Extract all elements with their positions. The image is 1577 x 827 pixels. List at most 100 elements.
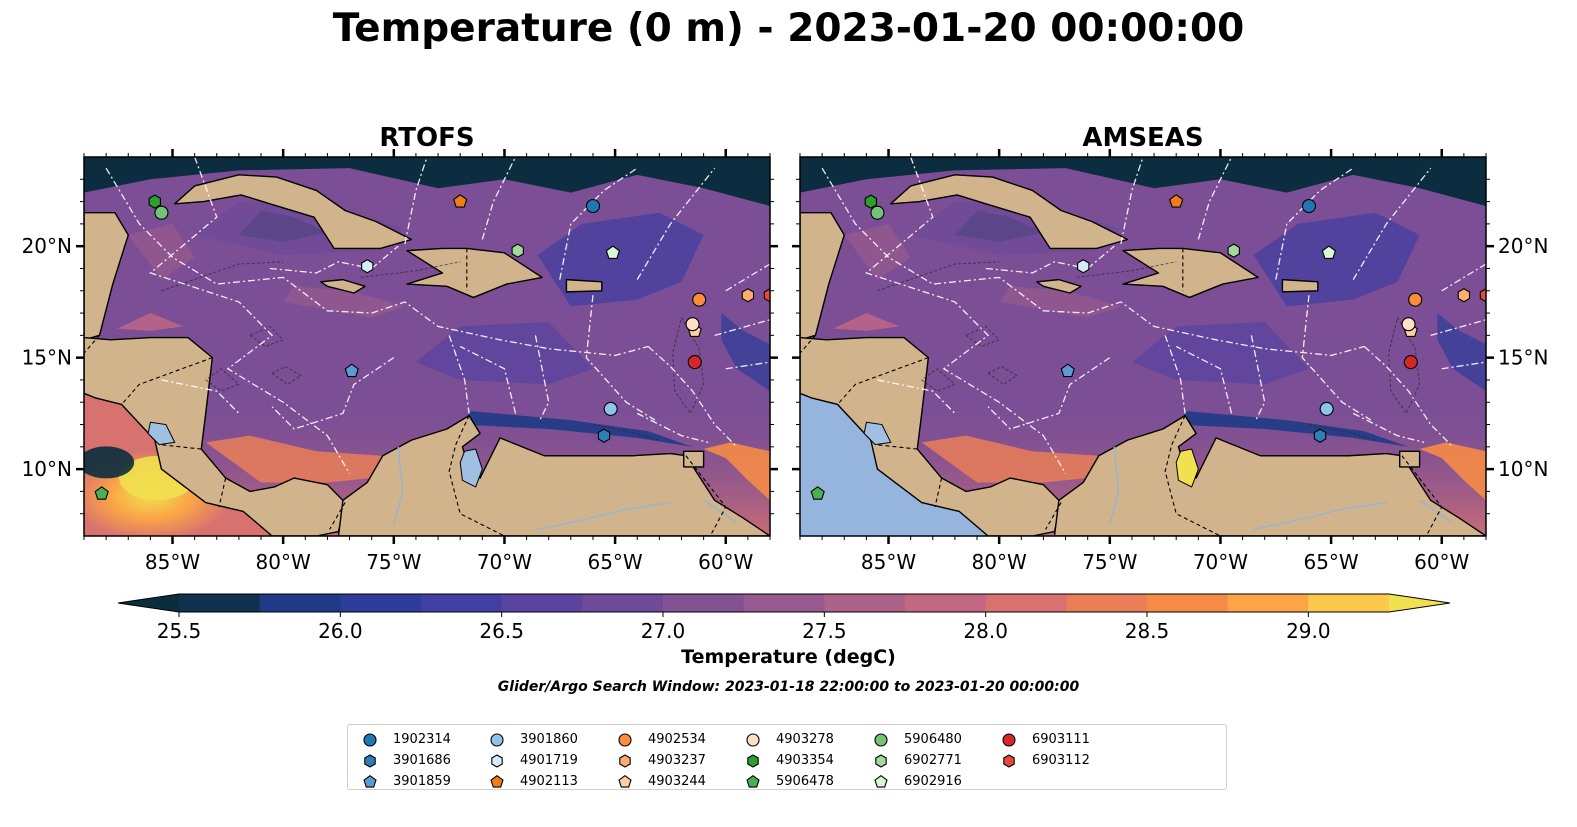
platform-marker-4902113	[1169, 194, 1184, 208]
legend-label: 6903111	[1032, 732, 1090, 747]
legend-item: 4902113	[489, 771, 578, 792]
sst-field	[84, 157, 770, 536]
platform-marker-6903111	[687, 355, 702, 370]
sst-field	[800, 157, 1486, 536]
legend-label: 6903112	[1032, 753, 1090, 768]
legend-item: 3901860	[489, 729, 578, 750]
platform-marker-5906478	[810, 486, 825, 500]
legend-label: 3901859	[393, 774, 451, 789]
colorbar-segment	[501, 594, 583, 612]
colorbar-tick-label: 26.5	[479, 619, 524, 643]
legend-item: 3901859	[362, 771, 451, 792]
colorbar-min-extend	[118, 594, 179, 612]
legend-item: 6902771	[873, 750, 962, 771]
legend-item: 4903237	[617, 750, 706, 771]
circle-marker-icon	[490, 732, 504, 747]
colorbar-segment	[259, 594, 341, 612]
platform-marker-3901859	[344, 363, 359, 378]
legend-column: 4903278 4903354 5906478	[745, 729, 834, 792]
legend-label: 6902916	[904, 774, 962, 789]
lon-tick-label: 80°W	[256, 550, 311, 574]
panel-title-0: RTOFS	[379, 123, 474, 153]
legend-marker-3901686	[364, 753, 376, 768]
colorbar-segment	[340, 594, 422, 612]
platform-marker-3901686	[597, 428, 611, 443]
platform-marker-5906480	[154, 205, 169, 220]
temperature-colorbar: 25.5 26.0 26.5 27.0 27.5 28.0 28.5 29.0	[117, 593, 1451, 643]
lon-tick-label: 85°W	[145, 550, 200, 574]
legend-column: 6903111 6903112	[1001, 729, 1090, 771]
legend-marker-5906480	[874, 732, 888, 747]
legend-label: 4903278	[776, 732, 834, 747]
legend-item: 4903278	[745, 729, 834, 750]
lon-tick-label: 70°W	[477, 550, 532, 574]
legend-label: 4901719	[520, 753, 578, 768]
legend-marker-4903278	[746, 732, 760, 747]
lon-tick-label: 65°W	[587, 550, 642, 574]
colorbar-segment	[663, 594, 745, 612]
platform-marker-4903354	[148, 194, 161, 209]
legend-label: 3901860	[520, 732, 578, 747]
legend-marker-4902534	[618, 732, 632, 747]
colorbar-segment	[179, 594, 261, 612]
legend-marker-4901719	[491, 753, 503, 768]
lon-tick-label: 70°W	[1193, 550, 1248, 574]
pentagon-marker-icon	[363, 774, 377, 788]
legend-marker-3901859	[363, 774, 377, 788]
axis-ticks: 85°W 80°W 75°W 70°W 65°W 60°W 20°N 15°N 10°N	[792, 149, 1548, 574]
platform-markers	[94, 194, 770, 500]
colorbar-tick-label: 26.0	[318, 619, 363, 643]
platform-marker-1902314	[1301, 198, 1317, 214]
pentagon-marker-icon	[874, 774, 888, 788]
hexagon-marker-icon	[364, 753, 376, 768]
circle-marker-icon	[363, 732, 377, 747]
platform-marker-4901719	[361, 259, 374, 274]
legend-item: 5906478	[745, 771, 834, 792]
hexagon-marker-icon	[491, 753, 503, 768]
legend-label: 3901686	[393, 753, 451, 768]
legend-column: 5906480 6902771 6902916	[873, 729, 962, 792]
circle-marker-icon	[618, 732, 632, 747]
colorbar-segment	[582, 594, 664, 612]
lon-tick-label: 85°W	[861, 550, 916, 574]
lon-tick-label: 60°W	[698, 550, 753, 574]
platform-marker-4903237	[741, 288, 755, 303]
platform-marker-6902916	[605, 245, 621, 259]
land-masses	[800, 174, 1486, 536]
legend-marker-4903237	[619, 753, 631, 768]
legend-marker-6903112	[1003, 753, 1015, 768]
legend-item: 1902314	[362, 729, 451, 750]
legend-item: 4902534	[617, 729, 706, 750]
lon-tick-label: 75°W	[1082, 550, 1137, 574]
platform-marker-3901860	[603, 401, 618, 416]
platform-marker-5906478	[94, 486, 109, 500]
platform-marker-6903112	[763, 288, 770, 303]
colorbar-segment	[985, 594, 1067, 612]
figure-title: Temperature (0 m) - 2023-01-20 00:00:00	[332, 6, 1245, 51]
eez-boundaries	[105, 157, 770, 474]
rtofs-map-panel: RTOFS 85°W 80°W 75°W 70°W 65°W 60°W 20°N 15°N 10°…	[22, 123, 778, 574]
legend-label: 6902771	[904, 753, 962, 768]
hexagon-marker-icon	[619, 753, 631, 768]
colorbar-tick-label: 27.0	[641, 619, 686, 643]
colorbar-segment	[1066, 594, 1148, 612]
axis-ticks: 85°W 80°W 75°W 70°W 65°W 60°W 20°N 15°N 10°N	[22, 149, 778, 574]
hexagon-marker-icon	[747, 753, 759, 768]
amseas-map-panel: AMSEAS 85°W 80°W 75°W 70°W 65°W 60°W 20°N 15°N 10…	[792, 123, 1548, 574]
panel-title-1: AMSEAS	[1082, 123, 1203, 153]
platform-markers	[810, 194, 1486, 500]
colorbar-tick-label: 28.0	[963, 619, 1008, 643]
lat-tick-label: 15°N	[1498, 346, 1548, 370]
colorbar-segment	[905, 594, 987, 612]
hexagon-marker-icon	[875, 753, 887, 768]
lat-tick-label: 20°N	[22, 234, 72, 258]
pentagon-marker-icon	[490, 774, 504, 788]
colorbar-segment	[743, 594, 825, 612]
platform-marker-5906480	[870, 205, 885, 220]
platform-marker-4903278	[1401, 317, 1416, 332]
colorbar-tick-label: 27.5	[802, 619, 847, 643]
platform-legend: 1902314 3901686 3901859 3901860 4901719 49021…	[347, 724, 1227, 790]
lon-tick-label: 60°W	[1414, 550, 1469, 574]
lat-tick-label: 10°N	[1498, 457, 1548, 481]
legend-label: 4903244	[648, 774, 706, 789]
